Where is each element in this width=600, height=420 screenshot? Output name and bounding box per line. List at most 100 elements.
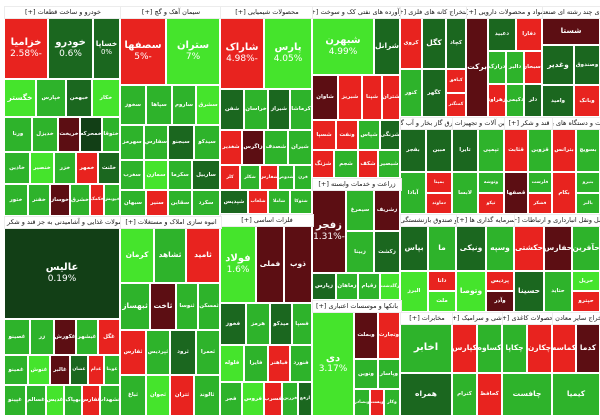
stock-tile[interactable]: پردیس [486, 271, 514, 291]
sector-header[interactable]: شرکتهای چند رشته ای صنعتی [+] [542, 6, 600, 19]
stock-tile[interactable]: خاذین [4, 152, 30, 184]
stock-tile[interactable]: بمپنا [426, 172, 452, 193]
stock-tile[interactable]: حسینا [514, 271, 544, 312]
stock-tile[interactable]: تپمپی [478, 128, 504, 172]
sector-header[interactable]: حمل ونقل انبارداری و ارتباطات [+] [514, 214, 600, 227]
stock-tile[interactable]: غصینو [4, 319, 30, 355]
stock-tile[interactable]: فایرا [244, 345, 268, 382]
stock-tile[interactable]: خمهر [76, 152, 98, 184]
stock-tile[interactable]: شیران [288, 130, 312, 165]
stock-tile[interactable]: سغرب [120, 160, 144, 190]
stock-tile[interactable]: ستران 7% [166, 17, 220, 85]
stock-tile[interactable]: فولاد 1.6% [220, 225, 256, 303]
stock-tile[interactable]: وکار [384, 389, 400, 416]
stock-tile[interactable]: زفجر -1.31% [312, 189, 346, 273]
stock-tile[interactable]: شفارس [260, 165, 278, 190]
stock-tile[interactable]: فروس [242, 382, 264, 416]
sector-header[interactable]: انبوه سازی املاک و مستغلات [+] [120, 216, 222, 229]
stock-tile[interactable]: ساربیل [192, 160, 220, 190]
stock-tile[interactable]: زشریف [374, 189, 400, 231]
stock-tile[interactable]: آبادا [400, 172, 426, 214]
stock-tile[interactable]: فخوز [220, 303, 246, 345]
stock-tile[interactable]: ملت [428, 291, 456, 312]
stock-tile[interactable]: ثرود [170, 330, 196, 375]
stock-tile[interactable]: شلعاب [248, 190, 268, 214]
stock-tile[interactable]: ثنوسا [176, 283, 198, 330]
stock-tile[interactable]: دکیمی [506, 84, 524, 117]
stock-tile[interactable]: هرمز [246, 303, 270, 345]
stock-tile[interactable]: شاراک -4.98% [220, 17, 264, 89]
stock-tile[interactable]: قشکر [528, 193, 552, 214]
stock-tile[interactable]: سکرما [168, 160, 192, 190]
stock-tile[interactable]: ختور [4, 184, 28, 216]
stock-tile[interactable]: سخوز [120, 85, 146, 125]
stock-tile[interactable]: زبینا [346, 231, 374, 273]
stock-tile[interactable]: زگلدشت [380, 273, 400, 300]
stock-tile[interactable]: سبهان [120, 190, 146, 216]
stock-tile[interactable]: زماهان [336, 273, 358, 300]
stock-tile[interactable]: ساروم [172, 85, 196, 125]
stock-tile[interactable]: بسویچ [576, 128, 600, 172]
stock-tile[interactable]: وصندوق [574, 45, 600, 85]
stock-tile[interactable]: خدیزل [32, 117, 58, 152]
stock-tile[interactable]: زکشت [374, 231, 400, 273]
stock-tile[interactable]: غشان [70, 355, 88, 385]
sector-header[interactable]: عرضه برق گاز بخار و آب گرم [+] [400, 117, 454, 130]
stock-tile[interactable]: غنوش [28, 355, 50, 385]
stock-tile[interactable]: ذوب [284, 225, 312, 303]
stock-tile[interactable]: شرانل [374, 17, 400, 75]
stock-tile[interactable]: خپویش [104, 184, 120, 216]
stock-tile[interactable]: دالبر [506, 51, 524, 84]
sector-header[interactable]: ماشین آلات و تجهیزات [+] [452, 117, 506, 130]
stock-tile[interactable]: میدکو [270, 303, 292, 345]
stock-tile[interactable]: خبهمن [66, 79, 92, 117]
stock-tile[interactable]: ثامید [186, 227, 220, 283]
stock-tile[interactable]: شکف [358, 150, 378, 178]
stock-tile[interactable]: خریخت [58, 117, 80, 152]
stock-tile[interactable]: ثفارس [120, 330, 146, 375]
stock-tile[interactable]: وپاسار [378, 359, 400, 389]
stock-tile[interactable]: شسپا [312, 120, 336, 150]
stock-tile[interactable]: شجم [334, 150, 358, 178]
stock-tile[interactable]: غدام [88, 355, 104, 385]
stock-tile[interactable]: حریل [572, 271, 600, 291]
stock-tile[interactable]: خنصیر [30, 152, 54, 184]
stock-tile[interactable]: تپکو [478, 193, 504, 214]
stock-tile[interactable]: دانا [428, 271, 456, 291]
stock-tile[interactable]: خفنر [28, 184, 50, 216]
stock-tile[interactable]: سپاها [146, 85, 172, 125]
stock-tile[interactable]: غکورش [54, 319, 76, 355]
stock-tile[interactable]: زاگرس [242, 130, 264, 165]
stock-tile[interactable]: فزرین [282, 382, 298, 416]
stock-tile[interactable]: سهرمز [120, 125, 144, 160]
stock-tile[interactable]: کماسه [552, 323, 576, 373]
stock-tile[interactable]: شکلر [240, 165, 260, 190]
stock-tile[interactable]: حتاید [544, 271, 572, 312]
stock-tile[interactable]: دسبحان [524, 51, 542, 84]
sector-header[interactable]: مواد و محصولات دارویی [+] [466, 6, 544, 19]
stock-tile[interactable]: فملی [256, 225, 284, 303]
stock-tile[interactable]: سمازن [144, 160, 168, 190]
stock-tile[interactable]: دماوند [426, 193, 452, 214]
stock-tile[interactable]: خوساز [50, 184, 70, 216]
stock-tile[interactable]: قصفها [504, 172, 528, 214]
stock-tile[interactable]: فباهنر [268, 345, 290, 382]
sector-header[interactable]: محصولات غذایی و آشامیدنی به جز قند و شکر… [4, 216, 122, 229]
stock-tile[interactable]: شرنگی [380, 120, 400, 150]
stock-tile[interactable]: دی 3.17% [312, 311, 354, 416]
stock-tile[interactable]: وبملت [354, 311, 378, 359]
sector-header[interactable]: بیمه و صندوق بازنشستگی [+] [400, 214, 458, 227]
stock-tile[interactable]: ختوقا [102, 117, 120, 152]
stock-tile[interactable]: شزنگ [312, 150, 334, 178]
stock-tile[interactable]: کرماشا [290, 89, 312, 130]
stock-tile[interactable]: کمنگنز [446, 93, 466, 117]
stock-tile[interactable]: کیمیا [552, 373, 600, 416]
sector-header[interactable]: بانکها و موسسات اعتباری [+] [312, 300, 402, 313]
stock-tile[interactable]: غویتا [104, 355, 120, 385]
sector-header[interactable]: زراعت و خدمات وابسته [+] [312, 178, 402, 191]
stock-tile[interactable]: خزر [54, 152, 76, 184]
stock-tile[interactable]: غپینو [4, 385, 26, 416]
stock-tile[interactable]: تایرا [452, 128, 478, 172]
stock-tile[interactable]: غسالم [26, 385, 46, 416]
stock-tile[interactable]: سنیر [146, 190, 168, 216]
